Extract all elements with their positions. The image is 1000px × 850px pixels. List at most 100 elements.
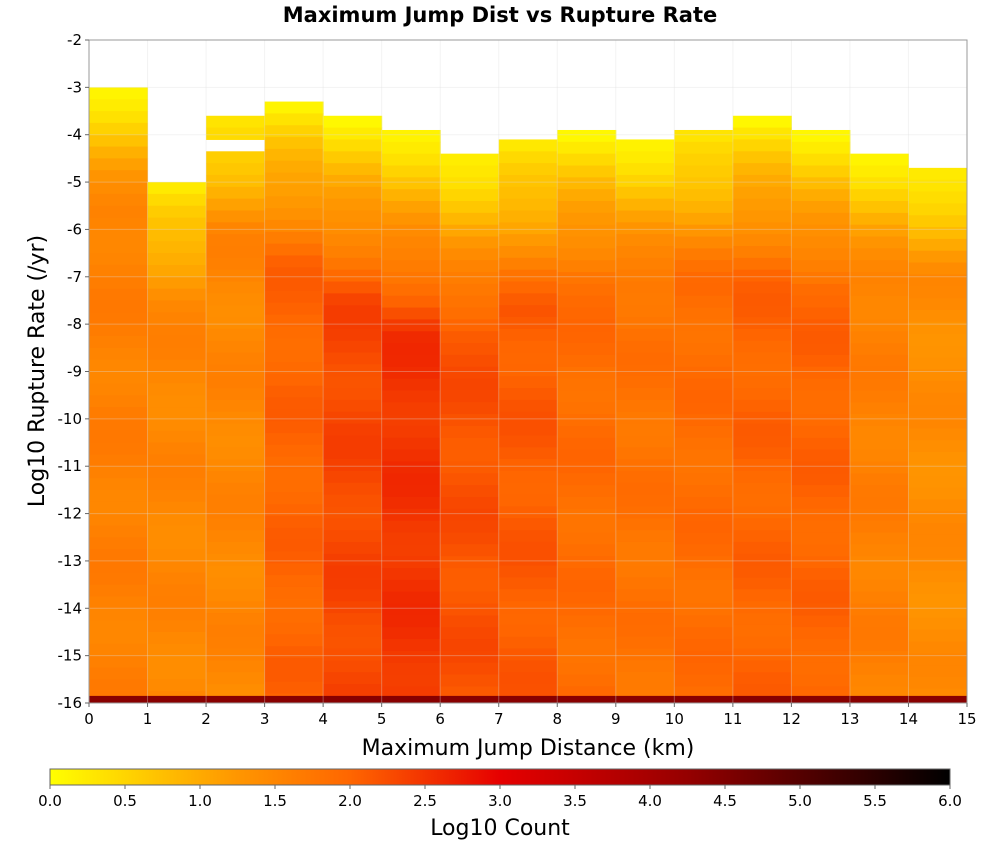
heatmap-cell xyxy=(147,655,207,668)
heatmap-cell xyxy=(674,627,734,640)
heatmap-cell xyxy=(89,383,149,396)
heatmap-cell xyxy=(498,530,558,543)
heatmap-cell xyxy=(440,591,500,605)
heatmap-cell xyxy=(615,269,675,283)
heatmap-cell xyxy=(381,390,441,403)
heatmap-cell xyxy=(323,328,383,342)
heatmap-cell xyxy=(674,331,734,344)
heatmap-cell xyxy=(557,153,617,166)
heatmap-cell xyxy=(323,340,383,354)
heatmap-cell xyxy=(264,255,324,268)
heatmap-cell xyxy=(206,624,266,638)
heatmap-cell xyxy=(732,388,792,401)
heatmap-cell xyxy=(498,411,558,425)
heatmap-cell xyxy=(89,608,149,621)
heatmap-cell xyxy=(264,397,324,410)
y-tick-label: -11 xyxy=(58,457,83,475)
heatmap-cell xyxy=(206,317,266,330)
heatmap-cell xyxy=(147,217,207,230)
heatmap-cell xyxy=(147,596,207,609)
heatmap-cell xyxy=(381,153,441,166)
heatmap-cell xyxy=(557,189,617,202)
heatmap-cell xyxy=(264,172,324,185)
heatmap-cell xyxy=(89,288,149,301)
heatmap-cell xyxy=(89,371,149,384)
heatmap-cell xyxy=(440,343,500,356)
heatmap-cell xyxy=(557,662,617,676)
heatmap-cell xyxy=(615,672,675,685)
heatmap-cell xyxy=(615,246,675,259)
heatmap-cell xyxy=(323,518,383,531)
heatmap-cell xyxy=(498,648,558,661)
heatmap-cell xyxy=(498,246,558,259)
heatmap-cell xyxy=(908,392,968,406)
heatmap-cell xyxy=(440,603,500,616)
heatmap-cell xyxy=(89,170,149,183)
x-tick-label: 2 xyxy=(201,710,211,728)
heatmap-cell xyxy=(849,260,909,273)
heatmap-cell xyxy=(557,639,617,652)
heatmap-cell xyxy=(557,437,617,451)
heatmap-cell xyxy=(323,364,383,377)
heatmap-cell xyxy=(323,293,383,306)
heatmap-cell xyxy=(849,449,909,462)
heatmap-cell xyxy=(498,672,558,685)
colorbar-tick-label: 5.0 xyxy=(788,792,812,810)
heatmap-cell xyxy=(557,579,617,593)
heatmap-cell xyxy=(849,165,909,178)
heatmap-cell xyxy=(908,380,968,394)
heatmap-cell xyxy=(615,541,675,555)
heatmap-cell xyxy=(89,549,149,562)
heatmap-cell xyxy=(264,658,324,671)
heatmap-cell xyxy=(557,532,617,545)
y-tick-label: -7 xyxy=(67,268,82,286)
x-tick-label: 4 xyxy=(318,710,328,728)
heatmap-cell xyxy=(440,177,500,190)
heatmap-cell xyxy=(498,198,558,211)
heatmap-cell xyxy=(89,217,149,230)
heatmap-cell xyxy=(147,667,207,680)
heatmap-cell xyxy=(498,281,558,294)
heatmap-cell xyxy=(264,681,324,695)
colorbar-tick-label: 3.5 xyxy=(563,792,587,810)
heatmap-cell xyxy=(440,496,500,510)
heatmap-cell xyxy=(615,553,675,567)
heatmap-cell xyxy=(206,482,266,496)
heatmap-cell xyxy=(674,201,734,214)
heatmap-cell xyxy=(732,411,792,425)
heatmap-cell xyxy=(264,314,324,328)
heatmap-cell xyxy=(732,589,792,602)
heatmap-cell xyxy=(908,452,968,465)
heatmap-cell xyxy=(732,530,792,543)
x-axis-ticks: 0 1 2 3 4 5 6 7 8 9 10 11 12 13 14 15 xyxy=(84,703,977,728)
heatmap-cell xyxy=(498,613,558,626)
heatmap-cell xyxy=(206,423,266,436)
heatmap-cell xyxy=(264,148,324,162)
heatmap-cell xyxy=(498,174,558,188)
heatmap-cell xyxy=(498,577,558,590)
heatmap-cell xyxy=(674,414,734,427)
colorbar-tick-label: 6.0 xyxy=(938,792,962,810)
heatmap-bottom-row xyxy=(89,695,967,703)
heatmap-cell xyxy=(89,631,149,645)
heatmap-cell xyxy=(557,544,617,557)
heatmap-cell xyxy=(498,447,558,460)
heatmap-cell xyxy=(206,151,266,164)
heatmap-cell xyxy=(615,624,675,638)
heatmap-cell xyxy=(849,283,909,297)
heatmap-cell xyxy=(908,523,968,536)
heatmap-cell xyxy=(674,556,734,569)
heatmap-cell xyxy=(498,482,558,496)
heatmap-cell xyxy=(908,404,968,417)
colorbar-tick-label: 3.0 xyxy=(488,792,512,810)
heatmap-cell xyxy=(381,556,441,569)
heatmap-cell xyxy=(908,428,968,441)
heatmap-cell xyxy=(615,210,675,223)
heatmap-cell xyxy=(323,163,383,176)
heatmap-cell xyxy=(908,274,968,287)
heatmap-cell xyxy=(908,511,968,524)
heatmap-cell xyxy=(440,473,500,486)
heatmap-cell xyxy=(498,494,558,507)
heatmap-cell xyxy=(908,262,968,275)
heatmap-cell xyxy=(264,646,324,659)
